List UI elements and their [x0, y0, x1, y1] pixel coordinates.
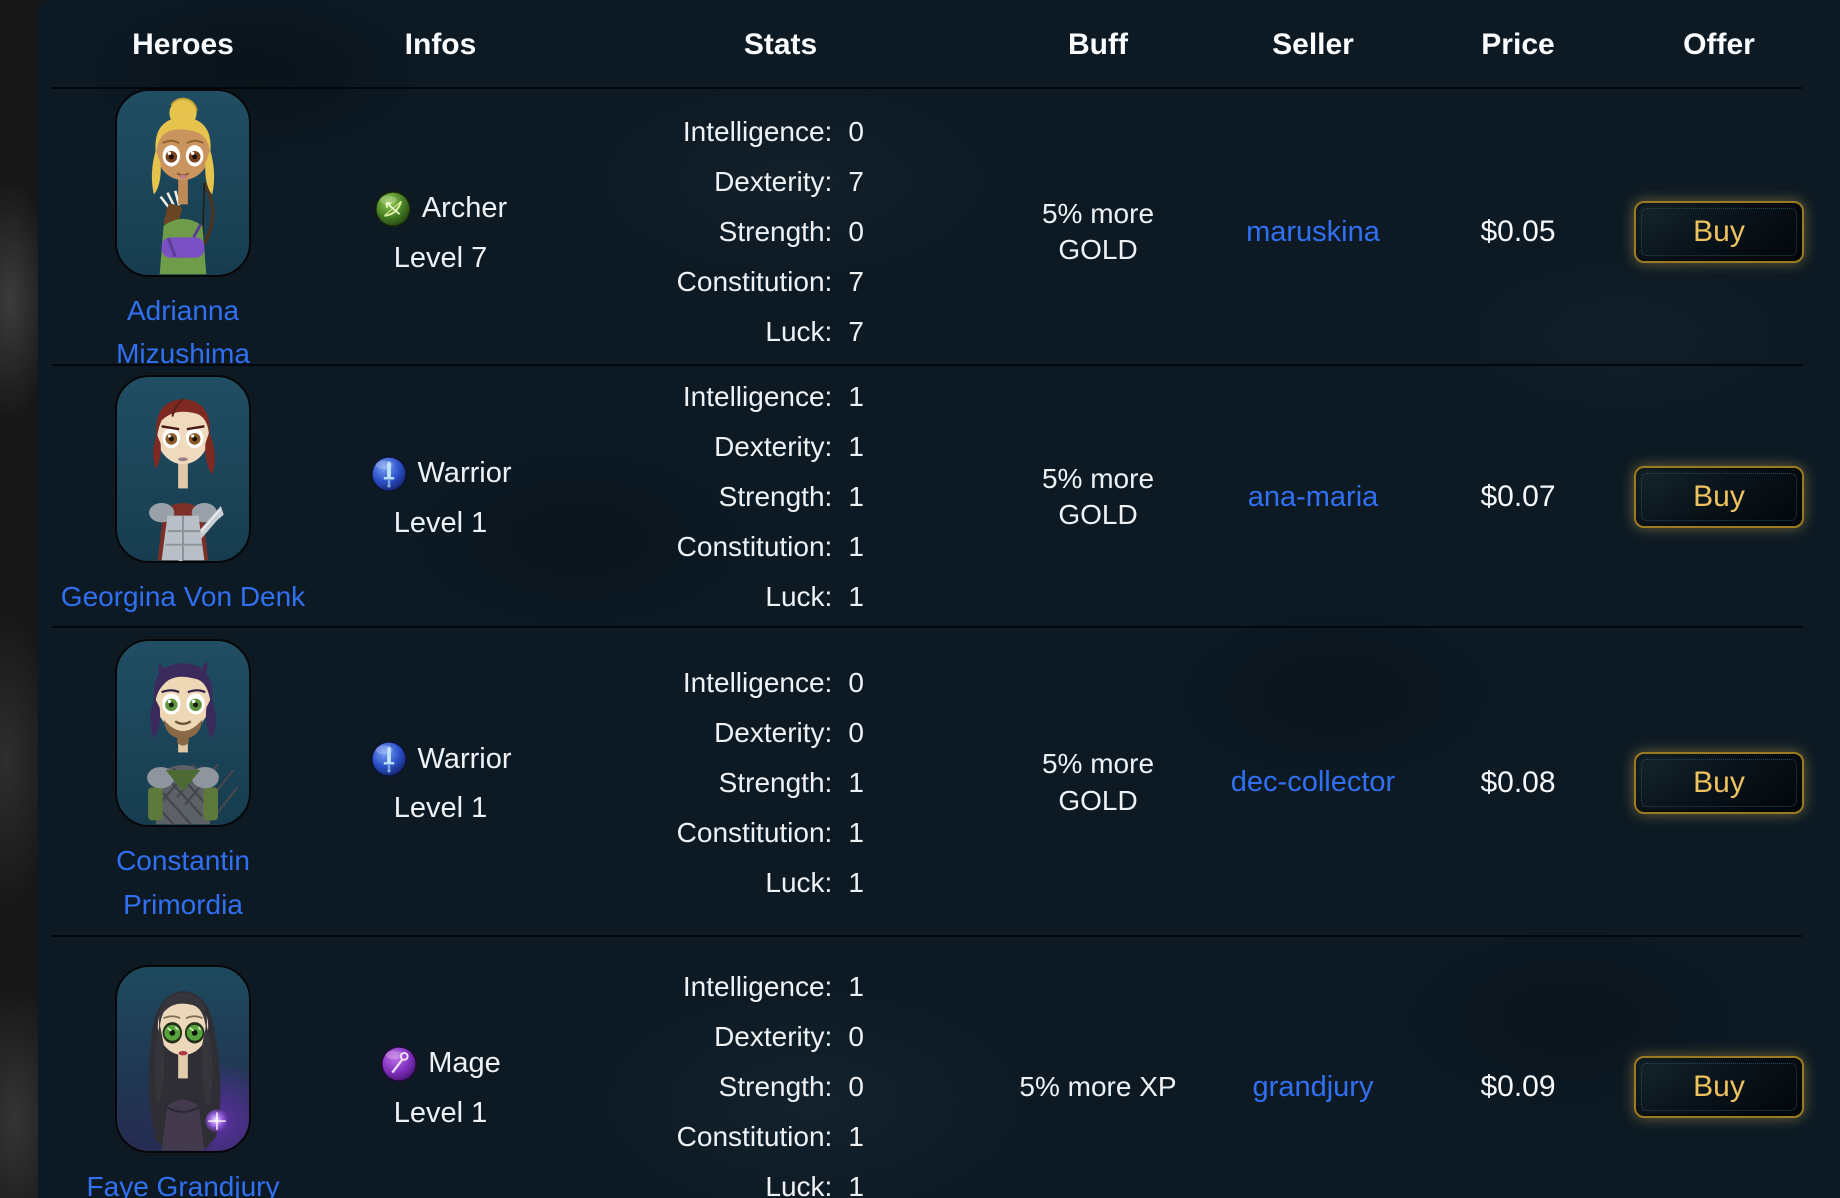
column-header-offer: Offer: [1683, 27, 1755, 61]
hero-row: Constantin Primordia Warrior Level 1 Int…: [38, 628, 1840, 937]
stat-label: Constitution:: [676, 266, 833, 298]
stat-value: 0: [848, 216, 864, 248]
hero-avatar-image-warrior-woman: [149, 398, 224, 562]
stat-value: 1: [848, 531, 864, 562]
class-name: Warrior: [417, 457, 512, 489]
stat-value: 0: [848, 666, 864, 698]
price-text: $0.09: [1480, 1070, 1556, 1103]
stat-value: 0: [848, 1071, 864, 1102]
stat-value: 1: [848, 971, 864, 1002]
hero-avatar[interactable]: [115, 965, 251, 1154]
hero-name-link[interactable]: Adrianna Mizushima: [116, 295, 250, 370]
stat-label: Strength:: [718, 1071, 833, 1102]
stat-value: 0: [848, 1021, 864, 1052]
stats-list: Intelligence: 0 Dexterity: 7 Strength: 0 Co…: [677, 107, 885, 357]
level-label: Level 1: [393, 792, 488, 824]
level-label: Level 1: [393, 1096, 488, 1129]
hero-marketplace-table: Heroes Infos Stats Buff Seller Price Off…: [38, 0, 1840, 1198]
buy-button[interactable]: Buy: [1634, 466, 1804, 528]
level-label: Level 7: [393, 241, 488, 274]
price-text: $0.05: [1480, 215, 1556, 249]
stat-value: 0: [848, 716, 864, 748]
column-header-price: Price: [1481, 27, 1555, 61]
table-header-row: Heroes Infos Stats Buff Seller Price Off…: [38, 0, 1840, 89]
stat-label: Constitution:: [676, 816, 833, 848]
seller-link[interactable]: dec-collector: [1230, 766, 1396, 798]
stat-value: 1: [848, 431, 864, 462]
stat-value: 0: [848, 116, 864, 148]
buff-text: 5% more GOLD: [1041, 748, 1155, 816]
hero-name-link[interactable]: Constantin Primordia: [116, 845, 250, 920]
buy-button[interactable]: Buy: [1634, 751, 1804, 814]
stat-label: Strength:: [718, 216, 833, 248]
stat-label: Intelligence:: [682, 971, 833, 1002]
stat-value: 1: [848, 481, 864, 512]
hero-row: Georgina Von Denk Warrior Level 1 Intell…: [38, 366, 1840, 628]
stat-label: Dexterity:: [714, 166, 833, 198]
stat-label: Constitution:: [676, 1121, 833, 1152]
stat-label: Luck:: [765, 866, 833, 898]
class-name: Mage: [428, 1047, 501, 1079]
buff-text: 5% more XP: [1019, 1070, 1177, 1102]
stat-label: Intelligence:: [682, 666, 833, 698]
stat-value: 1: [848, 816, 864, 848]
hero-avatar[interactable]: [115, 89, 251, 277]
stat-label: Luck:: [765, 1171, 833, 1198]
stat-label: Constitution:: [676, 531, 833, 562]
warrior-class-icon: [370, 455, 407, 492]
hero-avatar-image-archer-girl: [151, 97, 215, 275]
archer-class-icon: [374, 190, 411, 227]
hero-name-link[interactable]: Georgina Von Denk: [60, 581, 306, 613]
column-header-seller: Seller: [1272, 27, 1354, 61]
hero-avatar[interactable]: [115, 375, 251, 564]
stat-label: Intelligence:: [682, 116, 833, 148]
hero-row: Adrianna Mizushima Archer Level 7 Intell…: [38, 89, 1840, 369]
stats-list: Intelligence: 1 Dexterity: 0 Strength: 0 Co…: [677, 962, 885, 1198]
stat-value: 7: [848, 166, 864, 198]
stat-label: Luck:: [765, 581, 833, 612]
class-name: Warrior: [417, 742, 512, 775]
stat-value: 7: [848, 266, 864, 298]
stat-label: Dexterity:: [714, 431, 833, 462]
stat-label: Strength:: [718, 481, 833, 512]
stat-label: Strength:: [718, 766, 833, 798]
stat-label: Intelligence:: [682, 381, 833, 412]
column-header-infos: Infos: [404, 27, 477, 61]
price-text: $0.07: [1480, 480, 1556, 513]
stat-value: 7: [848, 316, 864, 348]
stat-label: Dexterity:: [714, 716, 833, 748]
hero-row: Faye Grandjury Mage Level 1 Intelligence…: [38, 937, 1840, 1198]
stats-list: Intelligence: 1 Dexterity: 1 Strength: 1 Co…: [677, 372, 885, 622]
hero-avatar-image-warrior-man: [147, 661, 239, 826]
level-label: Level 1: [393, 506, 488, 539]
stat-value: 1: [848, 1171, 864, 1198]
stat-value: 1: [848, 581, 864, 612]
seller-link[interactable]: grandjury: [1252, 1070, 1374, 1103]
column-header-stats: Stats: [743, 27, 818, 61]
stat-value: 1: [848, 381, 864, 412]
column-header-heroes: Heroes: [132, 27, 234, 61]
stat-value: 1: [848, 1121, 864, 1152]
hero-name-link[interactable]: Faye Grandjury: [86, 1171, 280, 1198]
stat-label: Dexterity:: [714, 1021, 833, 1052]
mage-class-icon: [381, 1045, 418, 1082]
buy-button[interactable]: Buy: [1634, 201, 1804, 264]
price-text: $0.08: [1480, 765, 1556, 799]
column-header-buff: Buff: [1068, 27, 1128, 61]
buy-button[interactable]: Buy: [1634, 1056, 1804, 1118]
stat-label: Luck:: [765, 316, 833, 348]
stat-value: 1: [848, 766, 864, 798]
warrior-class-icon: [370, 740, 407, 778]
class-name: Archer: [421, 192, 508, 225]
hero-avatar[interactable]: [115, 639, 251, 828]
hero-avatar-image-mage-woman: [148, 991, 229, 1151]
seller-link[interactable]: maruskina: [1246, 215, 1380, 248]
stat-value: 1: [848, 866, 864, 898]
seller-link[interactable]: ana-maria: [1247, 480, 1379, 513]
buff-text: 5% more GOLD: [1041, 198, 1155, 266]
buff-text: 5% more GOLD: [1041, 462, 1155, 530]
stats-list: Intelligence: 0 Dexterity: 0 Strength: 1 Co…: [677, 658, 885, 908]
